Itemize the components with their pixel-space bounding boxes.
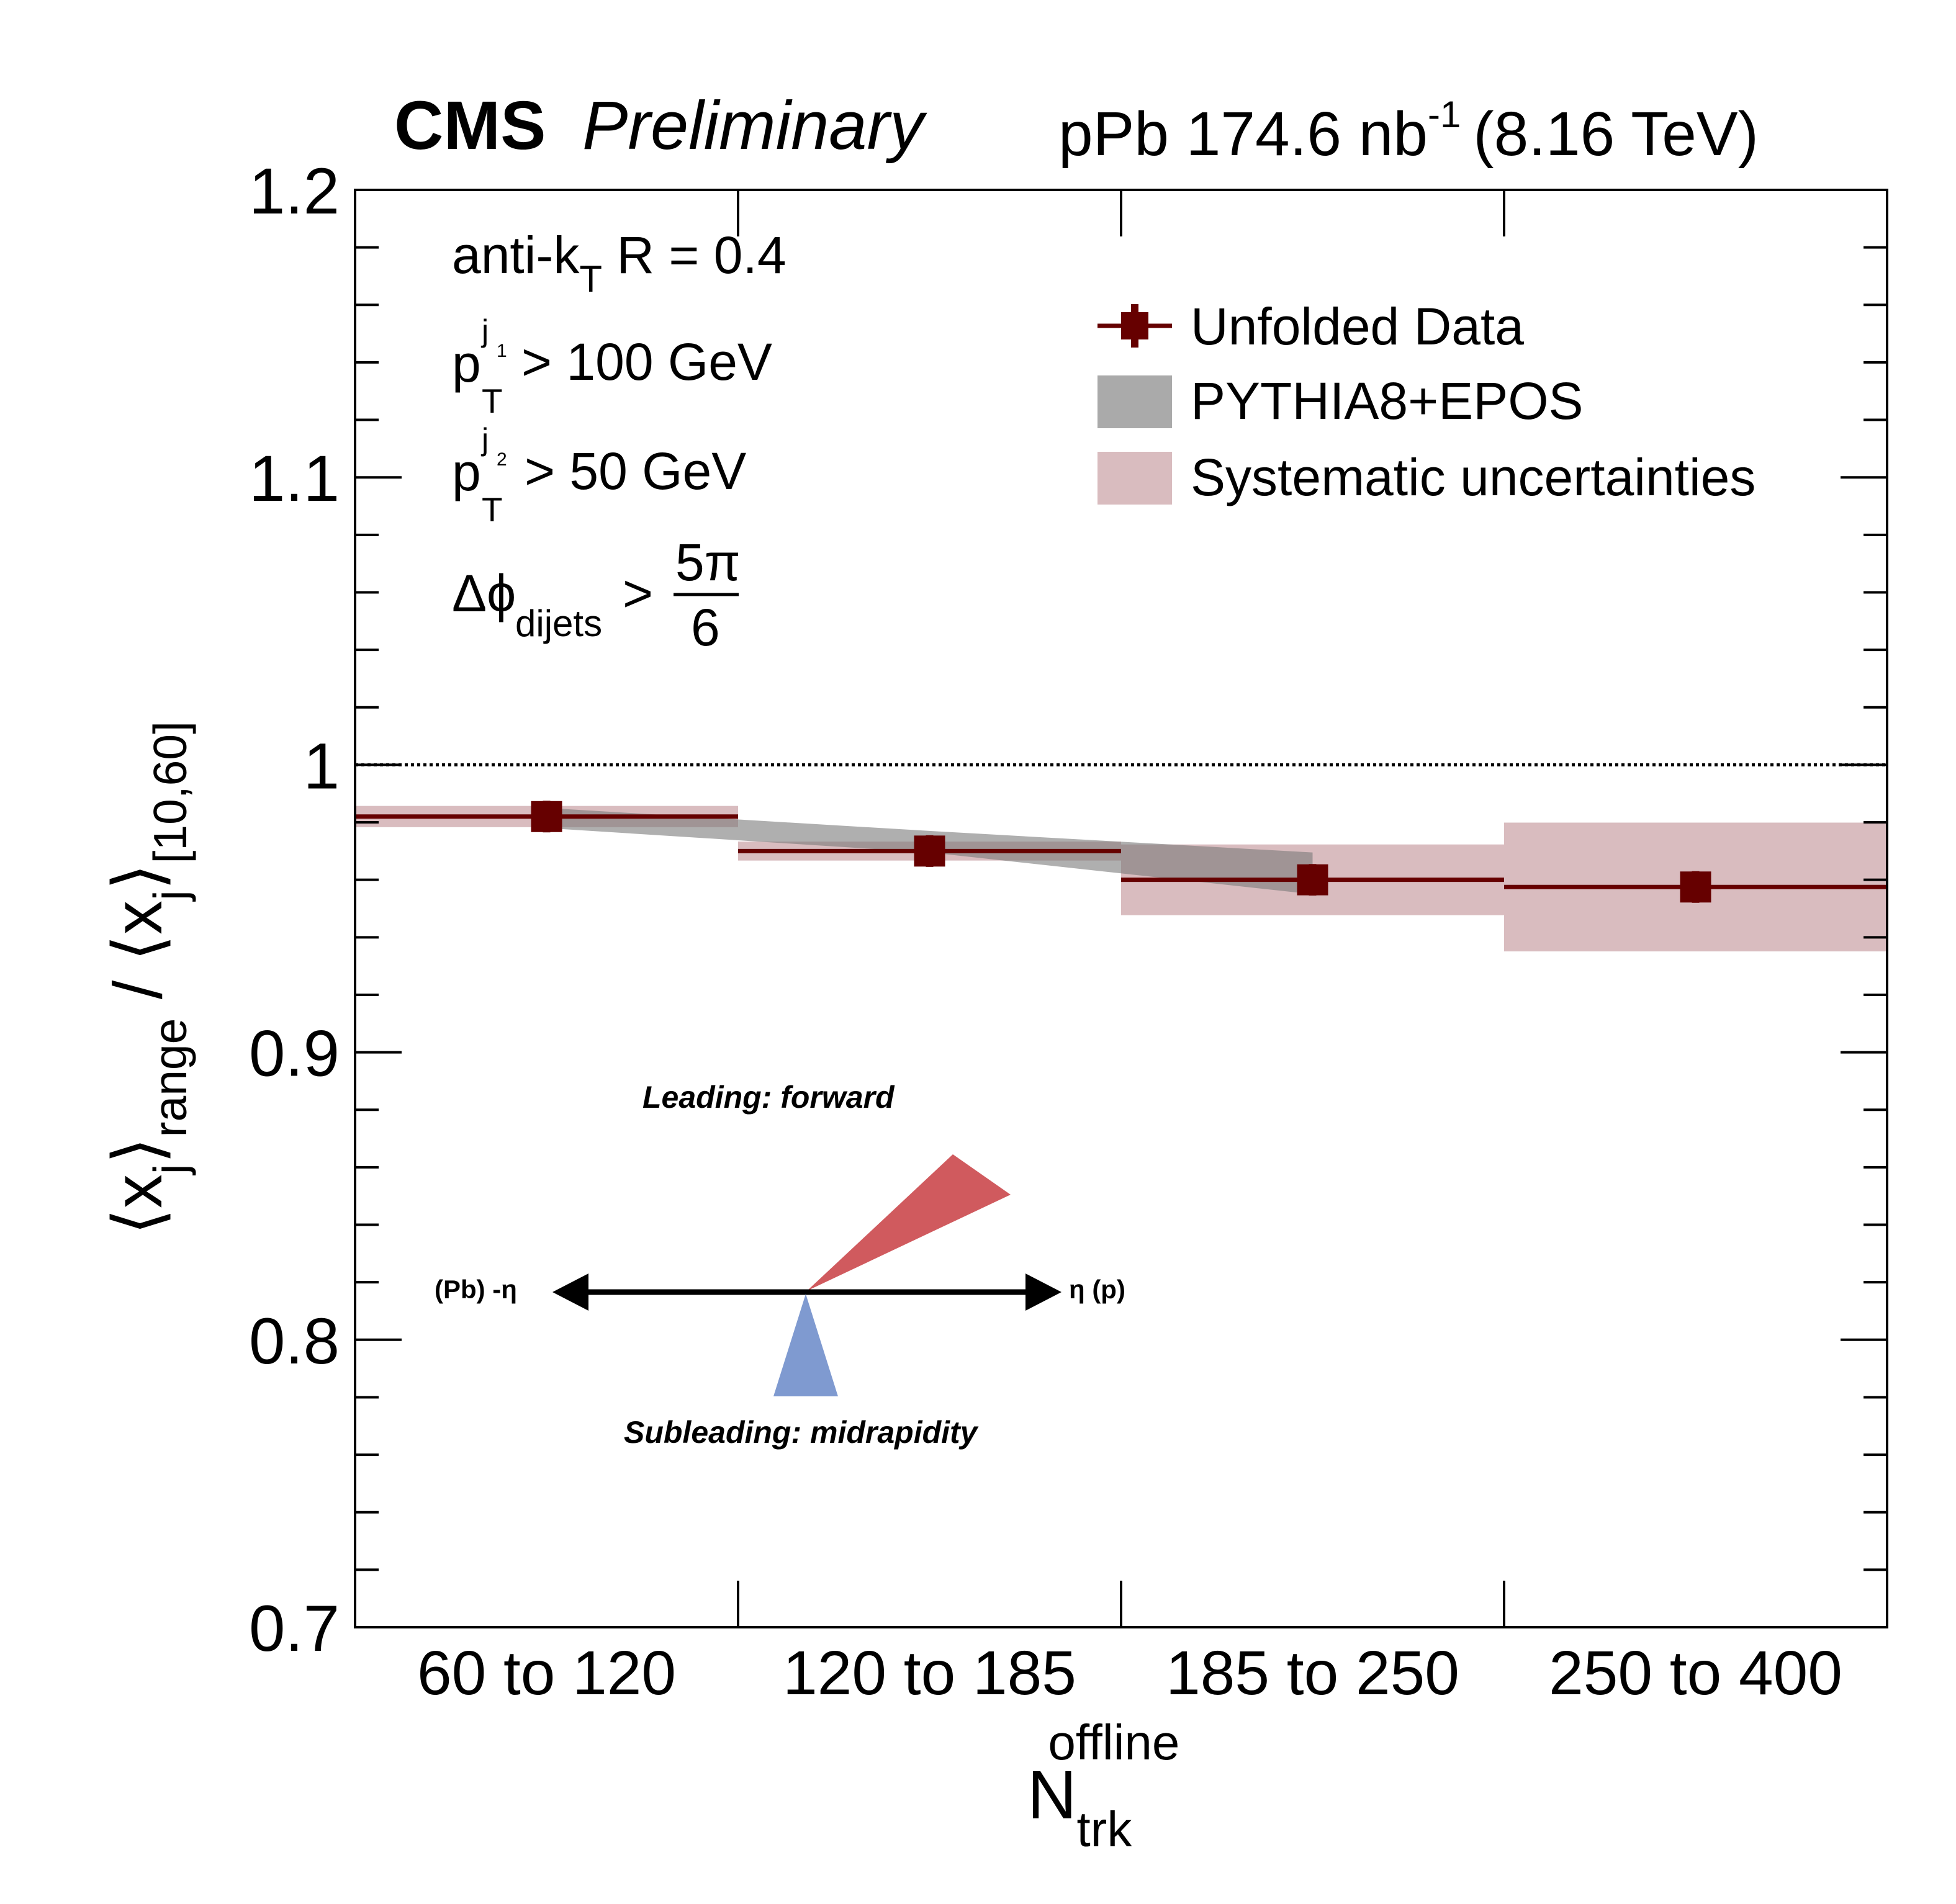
data-point [531,801,562,832]
svg-text:j: j [480,422,489,457]
pb-direction-label: (Pb) -η [435,1275,517,1304]
svg-text:T: T [482,382,503,420]
legend: Unfolded Data PYTHIA8+EPOS Systematic un… [1097,297,1755,506]
data-point [1297,864,1328,896]
svg-text:j: j [480,313,489,348]
svg-text:> 50 GeV: > 50 GeV [525,442,746,500]
lumi-label: pPb 174.6 nb-1 (8.16 TeV) [1058,94,1759,169]
y-tick-labels: 0.7 0.8 0.9 1 1.1 1.2 [249,155,340,1665]
y-tick-label: 0.8 [249,1305,340,1378]
legend-systematics: Systematic uncertainties [1097,448,1755,506]
leading-jet-cone [807,1154,1011,1291]
y-tick-label: 0.7 [249,1592,340,1665]
svg-text:p: p [452,443,481,501]
svg-text:PYTHIA8+EPOS: PYTHIA8+EPOS [1191,372,1584,430]
jet-algo-label: anti-kT R = 0.4 [452,226,786,300]
y-tick-label: 1 [304,730,340,802]
y-tick-label: 1.1 [249,442,340,515]
x-tick-labels: 60 to 120 120 to 185 185 to 250 250 to 400 [417,1638,1842,1708]
x-tick-label: 185 to 250 [1166,1638,1459,1708]
cms-label: CMS [394,88,546,164]
left-arrow-icon [552,1273,588,1311]
right-arrow-icon [1025,1273,1061,1311]
svg-text:Unfolded Data: Unfolded Data [1191,297,1524,356]
legend-pythia: PYTHIA8+EPOS [1097,372,1584,430]
data-point [914,835,945,867]
y-tick-label: 1.2 [249,155,340,228]
svg-text:p: p [452,335,481,393]
x-axis-title: Ntrkoffline [1027,1715,1179,1857]
svg-text:6: 6 [691,598,720,657]
leading-label: Leading: forward [642,1080,895,1115]
svg-text:2: 2 [497,449,507,470]
x-tick-label: 250 to 400 [1549,1638,1842,1708]
y-tick-label: 0.9 [249,1018,340,1090]
y-axis-title: ⟨xj⟩range / ⟨xj⟩[10,60] [100,721,196,1235]
subleading-jet-cone [773,1294,838,1396]
p-direction-label: η (p) [1069,1275,1125,1304]
subleading-label: Subleading: midrapidity [624,1415,979,1450]
svg-text:1: 1 [497,341,507,361]
pt2-cut-label: p j 2 T > 50 GeV [452,422,746,529]
kinematics-diagram: Leading: forward (Pb) -η η (p) Subleadin… [435,1080,1125,1450]
x-tick-label: 120 to 185 [783,1638,1076,1708]
dphi-cut-label: Δϕ dijets > 5π 6 [452,533,741,657]
svg-text:> 100 GeV: > 100 GeV [521,333,772,391]
svg-text:5π: 5π [675,533,741,591]
preliminary-label: Preliminary [582,88,927,164]
data-point [1680,871,1711,903]
svg-text:dijets: dijets [515,603,602,644]
svg-text:>: > [623,564,653,622]
pt1-cut-label: p j 1 T > 100 GeV [452,313,772,420]
legend-unfolded-data: Unfolded Data [1097,297,1524,356]
svg-text:Δϕ: Δϕ [452,564,516,622]
data-points [355,801,1887,903]
svg-text:T: T [482,490,503,529]
axis-ticks [355,189,1887,1628]
svg-text:Systematic uncertainties: Systematic uncertainties [1191,448,1755,506]
x-tick-label: 60 to 120 [417,1638,676,1708]
